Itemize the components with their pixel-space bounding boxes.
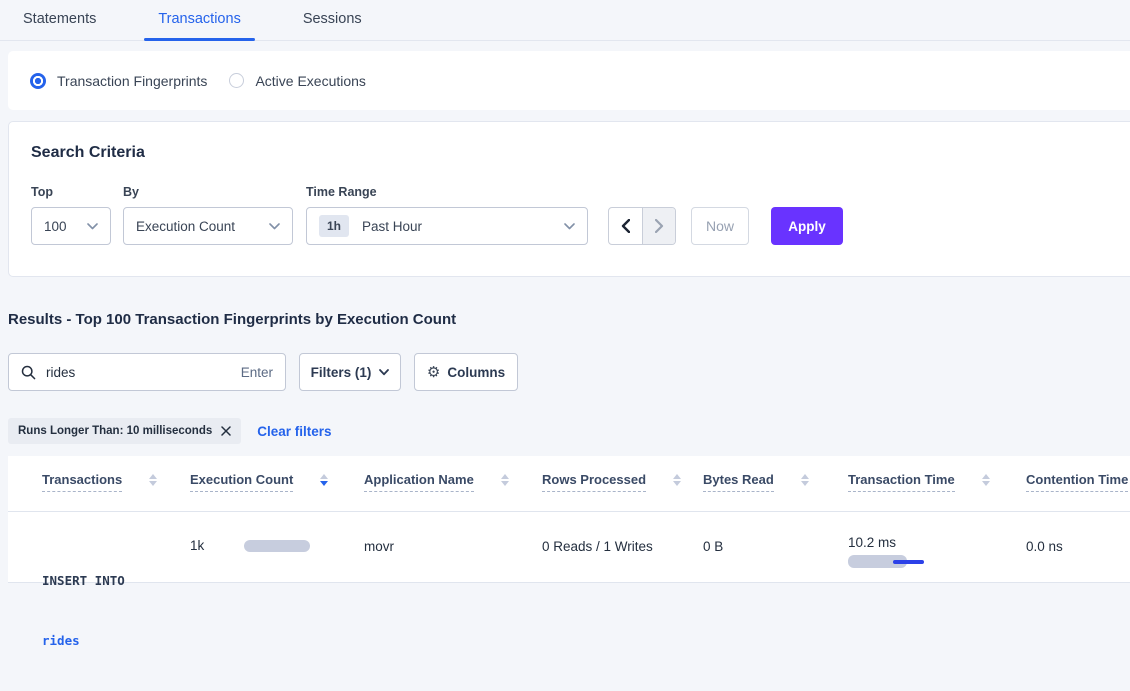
by-select[interactable]: Execution Count	[123, 207, 293, 245]
sort-icon[interactable]	[981, 474, 990, 486]
tab-sessions[interactable]: Sessions	[302, 11, 362, 27]
column-header-application-name: Application Name	[364, 472, 542, 511]
radio-selected-icon[interactable]	[30, 72, 46, 89]
transaction-link[interactable]: rides	[42, 633, 80, 648]
top-field: Top 100	[31, 185, 123, 245]
column-header-execution-count: Execution Count	[190, 472, 364, 511]
sql-text: INSERT INTO	[42, 573, 125, 588]
column-header-contention-time: Contention Time	[1026, 472, 1130, 511]
sort-icon[interactable]	[800, 474, 809, 486]
results-controls-row: Enter Filters (1) ⚙ Columns	[8, 353, 1130, 391]
transaction-time-cell: 10.2 ms	[848, 531, 1026, 691]
radio-label: Active Executions	[255, 72, 366, 89]
by-field: By Execution Count	[123, 185, 306, 245]
tab-statements[interactable]: Statements	[23, 11, 97, 27]
column-header-transaction-time: Transaction Time	[848, 472, 1026, 511]
apply-button[interactable]: Apply	[771, 207, 843, 245]
filters-button-label: Filters (1)	[310, 364, 372, 380]
time-range-select[interactable]: 1h Past Hour	[306, 207, 588, 245]
chevron-down-icon	[564, 222, 575, 229]
filter-chip: Runs Longer Than: 10 milliseconds	[8, 418, 242, 444]
columns-button-label: Columns	[447, 364, 506, 380]
results-heading: Results - Top 100 Transaction Fingerprin…	[8, 311, 457, 328]
chevron-down-icon	[87, 222, 98, 229]
sort-icon[interactable]	[149, 474, 158, 486]
radio-label: Transaction Fingerprints	[57, 72, 208, 89]
filters-button[interactable]: Filters (1)	[299, 353, 401, 391]
column-header-transactions: Transactions	[42, 472, 190, 511]
sort-icon[interactable]	[673, 474, 682, 486]
by-field-label: By	[123, 185, 139, 199]
active-filters-row: Runs Longer Than: 10 milliseconds Clear …	[8, 418, 1130, 444]
execution-count-bar	[244, 540, 311, 552]
table-header-row: Transactions Execution Count Application…	[8, 456, 1130, 512]
top-select-value: 100	[44, 218, 67, 234]
tab-transactions[interactable]: Transactions	[144, 11, 256, 41]
time-range-stepper	[608, 207, 676, 245]
columns-button[interactable]: ⚙ Columns	[414, 353, 518, 391]
transaction-time-mean-bar	[848, 555, 907, 568]
execution-count-cell: 1k	[190, 531, 364, 691]
application-name-cell: movr	[364, 539, 394, 554]
chevron-left-icon	[621, 219, 630, 233]
chevron-right-icon	[654, 219, 663, 233]
table-row: INSERT INTO rides 1k movr 0 Reads / 1 Wr…	[8, 512, 1130, 648]
transaction-fingerprint-cell: INSERT INTO rides	[42, 531, 190, 691]
time-range-badge: 1h	[319, 215, 350, 237]
time-range-label: Time Range	[306, 185, 377, 199]
time-range-field: Time Range 1h Past Hour	[306, 185, 608, 245]
radio-transaction-fingerprints[interactable]: Transaction Fingerprints	[30, 72, 208, 89]
search-icon	[21, 365, 36, 379]
close-icon	[221, 426, 232, 436]
sort-desc-active-icon[interactable]	[320, 474, 329, 486]
top-select[interactable]: 100	[31, 207, 111, 245]
column-header-rows-processed: Rows Processed	[542, 472, 703, 511]
top-tab-bar: Statements Transactions Sessions	[0, 0, 1130, 41]
search-input[interactable]	[46, 364, 241, 380]
column-header-bytes-read: Bytes Read	[703, 472, 848, 511]
execution-count-value: 1k	[190, 538, 205, 553]
transactions-page: Statements Transactions Sessions Transac…	[0, 0, 1130, 648]
transaction-time-stddev-bar	[893, 560, 924, 564]
transaction-time-bar	[848, 555, 948, 569]
chevron-down-icon	[379, 368, 390, 375]
radio-unselected-icon[interactable]	[229, 73, 245, 88]
search-criteria-title: Search Criteria	[31, 144, 145, 161]
enter-hint: Enter	[240, 364, 273, 380]
top-field-label: Top	[31, 185, 53, 199]
filter-chip-label: Runs Longer Than: 10 milliseconds	[18, 425, 213, 437]
remove-filter-button[interactable]	[221, 426, 232, 436]
time-range-value: Past Hour	[362, 218, 423, 234]
now-button[interactable]: Now	[691, 207, 749, 245]
chevron-down-icon	[269, 222, 280, 229]
previous-time-range-button[interactable]	[609, 208, 642, 244]
contention-time-cell: 0.0 ns	[1026, 539, 1063, 554]
transaction-time-value: 10.2 ms	[848, 535, 897, 550]
next-time-range-button[interactable]	[642, 208, 675, 244]
view-toggle-panel: Transaction Fingerprints Active Executio…	[8, 51, 1130, 110]
search-box[interactable]: Enter	[8, 353, 286, 391]
clear-filters-link[interactable]: Clear filters	[257, 423, 332, 439]
search-criteria-card: Search Criteria Top 100 By Execution Cou…	[8, 121, 1130, 277]
bytes-read-cell: 0 B	[703, 539, 724, 554]
radio-active-executions[interactable]: Active Executions	[229, 73, 366, 89]
sort-icon[interactable]	[500, 474, 509, 486]
gear-icon: ⚙	[426, 363, 441, 381]
results-table: Transactions Execution Count Application…	[8, 456, 1130, 648]
rows-processed-cell: 0 Reads / 1 Writes	[542, 539, 653, 554]
by-select-value: Execution Count	[136, 218, 236, 234]
